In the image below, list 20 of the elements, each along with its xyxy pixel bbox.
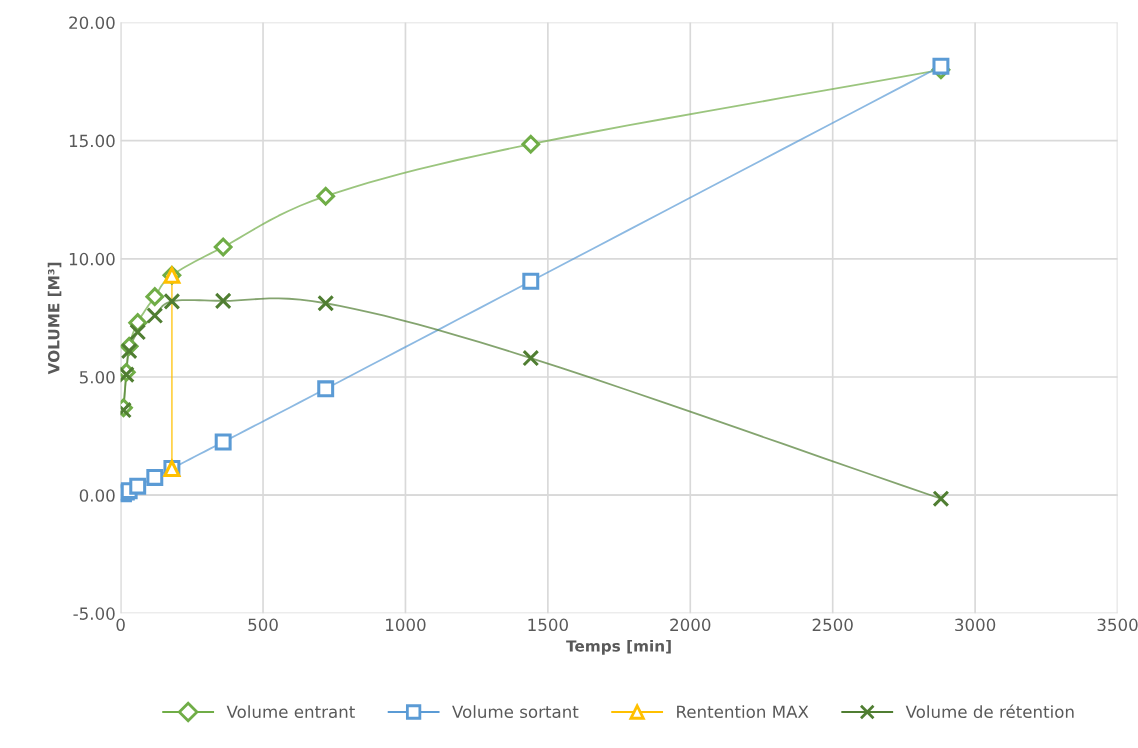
x-tick-label: 0 [116, 618, 125, 632]
x-tick-label: 2500 [812, 618, 853, 632]
x-tick-label: 500 [248, 618, 278, 632]
x-tick-label: 1000 [386, 618, 426, 632]
x-tick-label: 3000 [955, 618, 996, 632]
x-axis-title: Temps [min] [566, 639, 671, 655]
y-tick-label: 5.00 [79, 370, 115, 384]
y-tick-label: 0.00 [79, 489, 115, 502]
legend-label: Volume de rétention [905, 704, 1074, 719]
x-tick-label: 1500 [528, 618, 568, 632]
legend-label: Volume sortant [452, 705, 579, 719]
legend-label: Rentention MAX [677, 705, 809, 719]
y-tick-label: 20.00 [69, 16, 115, 30]
y-tick-label: -5.00 [73, 607, 115, 620]
x-tick-label: 3500 [1097, 618, 1138, 632]
y-tick-label: 10.00 [69, 252, 115, 266]
x-tick-label: 2000 [670, 618, 711, 632]
y-tick-label: 15.00 [69, 134, 115, 148]
y-axis-title: VOLUME [M³] [47, 262, 62, 375]
legend-label: Volume entrant [226, 705, 355, 719]
